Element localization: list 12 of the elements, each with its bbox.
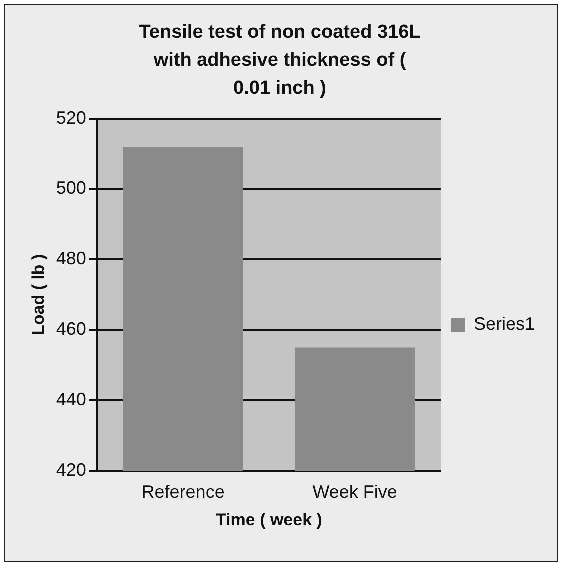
x-tick-label: Reference: [142, 482, 225, 502]
y-tick-label: 440: [56, 390, 86, 410]
y-tick-label: 480: [56, 248, 86, 269]
y-tick-label: 520: [56, 108, 86, 128]
y-axis-title: Load ( lb ): [28, 254, 48, 336]
y-tick-label: 460: [56, 319, 86, 340]
chart-title: Tensile test of non coated 316L with adhesive thickness of ( 0.01 inch ): [138, 21, 422, 101]
y-tick-label: 420: [56, 460, 86, 480]
x-tick-label: Week Five: [312, 482, 398, 502]
legend-label: Series1: [474, 314, 535, 334]
y-tick-label: 500: [56, 178, 86, 198]
x-axis-title: Time ( week ): [216, 510, 322, 530]
